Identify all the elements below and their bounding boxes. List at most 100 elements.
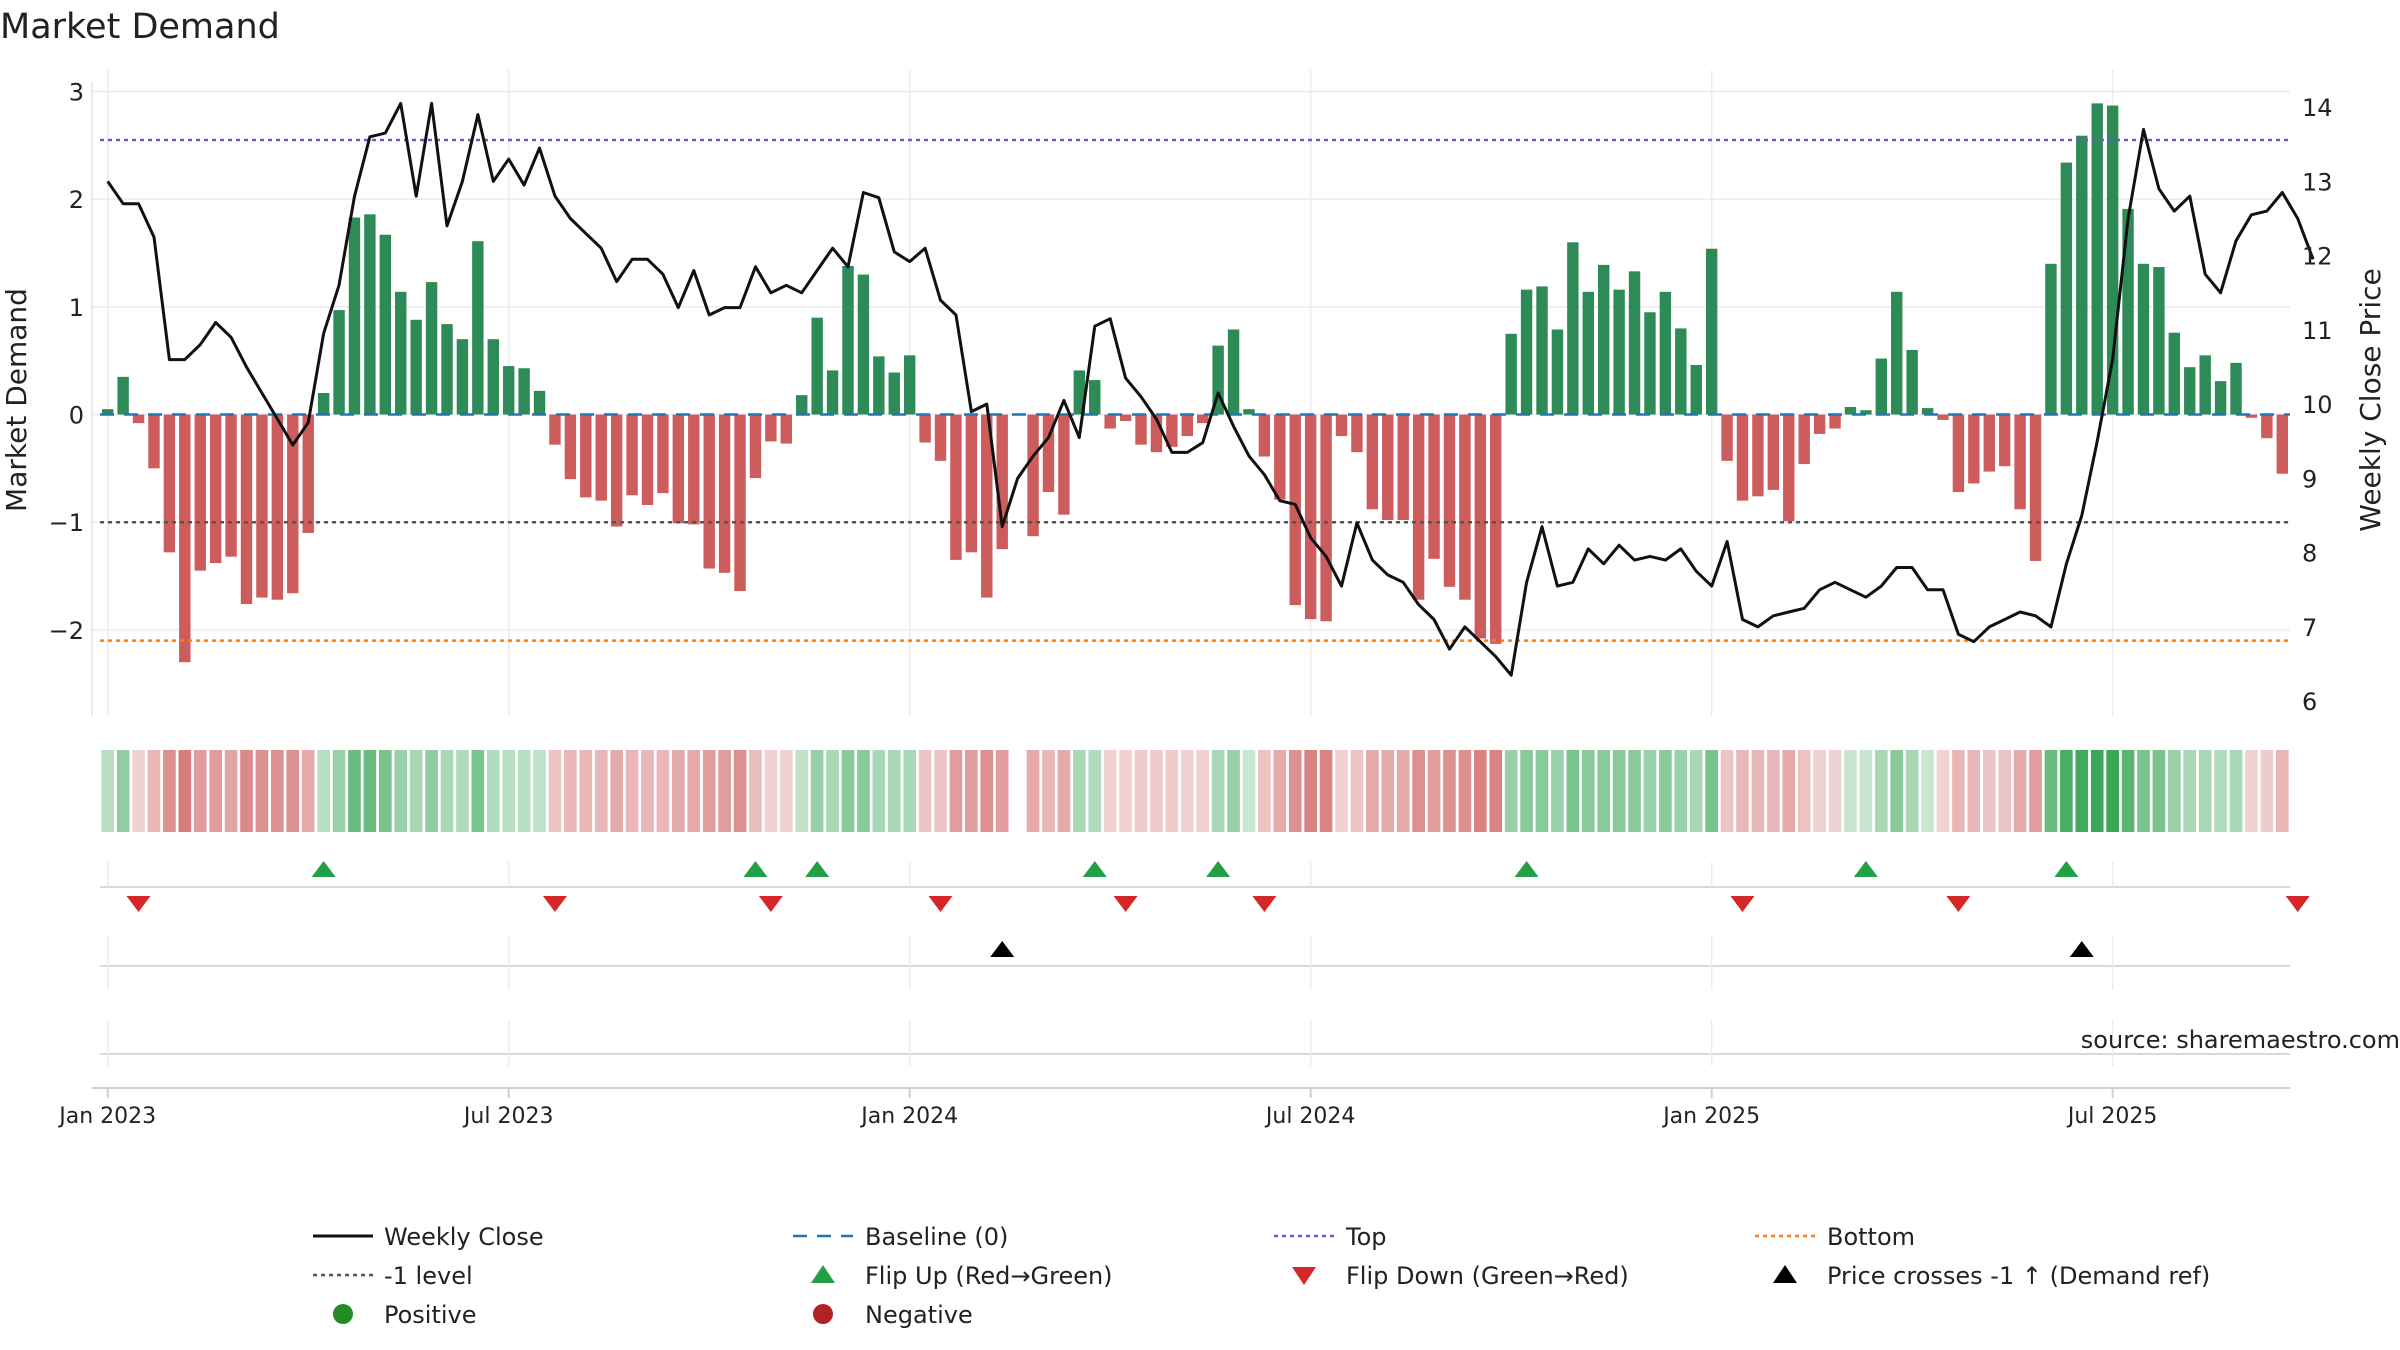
demand-bar xyxy=(996,414,1008,550)
demand-bar xyxy=(1968,414,1980,484)
flip-up-icon xyxy=(811,1265,835,1283)
positive-dot-icon xyxy=(333,1304,353,1324)
legend-item-minus-one: -1 level xyxy=(313,1262,473,1290)
demand-bar xyxy=(456,339,469,415)
demand-bar xyxy=(333,310,345,415)
demand-bar xyxy=(1459,414,1471,600)
strength-cell xyxy=(1520,750,1533,832)
strength-cell xyxy=(625,750,639,832)
flip-up-marker xyxy=(1853,861,1878,877)
legend-label-bottom: Bottom xyxy=(1827,1223,1915,1251)
demand-bar xyxy=(734,414,746,592)
weekly-close-line xyxy=(106,101,2315,677)
demand-bar xyxy=(1104,414,1116,429)
strength-cell xyxy=(1797,750,1811,832)
demand-bar xyxy=(703,414,715,569)
strength-cell xyxy=(301,750,315,832)
demand-bar xyxy=(765,414,777,442)
legend-item-bottom: Bottom xyxy=(1755,1223,1915,1251)
demand-bar xyxy=(117,376,129,415)
demand-bar xyxy=(1089,380,1101,415)
strength-cell xyxy=(255,750,269,832)
demand-bar xyxy=(148,414,160,469)
strength-cell xyxy=(2075,750,2089,832)
demand-bar xyxy=(903,355,916,415)
strength-cell xyxy=(1535,750,1549,832)
strength-cell xyxy=(1242,750,1256,832)
x-tick-label: Jan 2023 xyxy=(57,1104,156,1129)
strength-cell xyxy=(2275,750,2289,832)
demand-bar xyxy=(718,414,731,573)
demand-bar xyxy=(2091,103,2103,415)
demand-bar xyxy=(1597,264,1610,415)
demand-bar xyxy=(287,414,299,594)
strength-cell xyxy=(841,750,855,832)
strength-cell xyxy=(980,750,994,832)
demand-bar xyxy=(1166,414,1178,447)
demand-bar xyxy=(1937,414,1949,420)
demand-bar xyxy=(1767,414,1780,490)
strength-cell xyxy=(1921,750,1934,832)
strength-cell xyxy=(2121,750,2135,832)
demand-bar xyxy=(934,414,947,461)
demand-bar xyxy=(888,372,900,415)
strength-cell xyxy=(1659,750,1672,832)
strength-cell xyxy=(1674,750,1688,832)
demand-bar xyxy=(1860,410,1872,415)
demand-bar xyxy=(1891,291,1903,415)
demand-bar xyxy=(2153,267,2165,415)
legend-label-flip-down: Flip Down (Green→Red) xyxy=(1346,1262,1629,1290)
left-tick-label: 3 xyxy=(69,79,84,107)
strength-cell xyxy=(1844,750,1857,832)
demand-bar xyxy=(1073,370,1086,415)
demand-bar xyxy=(1798,414,1810,465)
demand-bar xyxy=(1551,329,1564,415)
strength-cell xyxy=(286,750,300,832)
x-tick-label: Jan 2024 xyxy=(859,1104,958,1129)
strength-cell xyxy=(1705,750,1718,832)
left-tick-label: 1 xyxy=(69,294,84,322)
strength-cell xyxy=(1088,750,1102,832)
right-tick-label: 10 xyxy=(2302,391,2333,419)
demand-bar xyxy=(1752,414,1764,497)
legend-label-price-cross: Price crosses -1 ↑ (Demand ref) xyxy=(1827,1262,2210,1290)
strength-cell xyxy=(2260,750,2274,832)
strength-cell xyxy=(2152,750,2166,832)
strength-cell xyxy=(1134,750,1148,832)
demand-bar xyxy=(1335,414,1348,437)
demand-bar xyxy=(441,324,453,415)
strength-cell xyxy=(147,750,161,832)
demand-bar xyxy=(1042,414,1055,493)
strength-cell xyxy=(271,750,284,832)
strength-cell xyxy=(1967,750,1981,832)
strength-cell xyxy=(1551,750,1564,832)
demand-bar xyxy=(672,414,685,524)
demand-bar xyxy=(256,414,268,598)
demand-bar xyxy=(1304,414,1317,620)
flip-up-marker xyxy=(1082,861,1107,877)
demand-bar xyxy=(518,368,530,415)
strength-cell xyxy=(2198,750,2212,832)
strength-cell xyxy=(1581,750,1595,832)
demand-bar xyxy=(826,370,839,415)
demand-bar xyxy=(981,414,993,598)
demand-bar xyxy=(1366,414,1379,510)
strength-cell xyxy=(1443,750,1456,832)
strength-cell xyxy=(872,750,886,832)
strength-cell xyxy=(193,750,207,832)
demand-bar xyxy=(749,414,762,479)
strength-cell xyxy=(178,750,192,832)
strength-cell xyxy=(641,750,654,832)
strength-cell xyxy=(533,750,546,832)
strength-cell xyxy=(1288,750,1302,832)
strength-cell xyxy=(1597,750,1611,832)
flip-up-marker xyxy=(805,861,830,877)
x-tick-label: Jul 2023 xyxy=(462,1104,554,1129)
strength-cell xyxy=(1905,750,1919,832)
legend-item-baseline: Baseline (0) xyxy=(793,1223,1008,1251)
demand-bar xyxy=(950,414,962,560)
strength-cell xyxy=(764,750,778,832)
strength-cell xyxy=(918,750,932,832)
left-tick-label: 0 xyxy=(69,402,84,430)
demand-bar xyxy=(1721,414,1733,461)
